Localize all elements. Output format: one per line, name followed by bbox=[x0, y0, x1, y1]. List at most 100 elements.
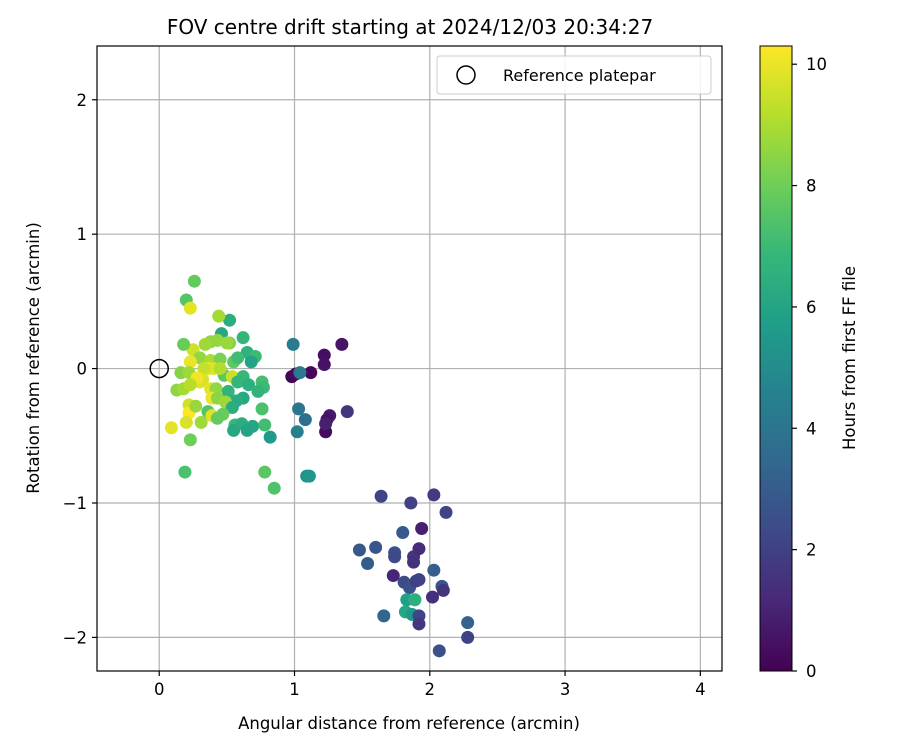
x-tick-label: 4 bbox=[695, 680, 706, 699]
data-point bbox=[242, 378, 256, 392]
legend-box bbox=[436, 55, 712, 95]
data-point bbox=[251, 384, 265, 398]
colorbar-tick-label: 4 bbox=[806, 419, 817, 438]
data-point bbox=[183, 378, 197, 392]
data-point bbox=[194, 415, 208, 429]
data-point bbox=[439, 505, 453, 519]
colorbar-label: Hours from first FF file bbox=[840, 266, 859, 450]
data-point bbox=[244, 355, 258, 369]
colorbar-gradient bbox=[759, 45, 793, 672]
data-point bbox=[319, 417, 333, 431]
data-point bbox=[388, 550, 402, 564]
data-point bbox=[293, 366, 307, 380]
data-point bbox=[404, 496, 418, 510]
x-ticks: 0 1 2 3 4 bbox=[154, 671, 706, 699]
data-point bbox=[267, 481, 281, 495]
y-tick-label: 2 bbox=[77, 91, 88, 110]
data-point bbox=[240, 423, 254, 437]
data-point bbox=[223, 313, 237, 327]
data-point bbox=[461, 630, 475, 644]
chart-title: FOV centre drift starting at 2024/12/03 … bbox=[167, 15, 653, 39]
grid-lines bbox=[97, 46, 722, 671]
data-point bbox=[436, 583, 450, 597]
y-tick-label: −2 bbox=[63, 628, 87, 647]
data-point bbox=[396, 526, 410, 540]
x-tick-label: 0 bbox=[154, 680, 165, 699]
data-point bbox=[210, 411, 224, 425]
data-point bbox=[213, 352, 227, 366]
legend-marker bbox=[456, 65, 476, 85]
colorbar-tick-label: 2 bbox=[806, 541, 817, 560]
data-point bbox=[377, 609, 391, 623]
data-point bbox=[225, 401, 239, 415]
data-point bbox=[183, 355, 197, 369]
colorbar-tick-label: 8 bbox=[806, 177, 817, 196]
data-point bbox=[164, 421, 178, 435]
data-point bbox=[461, 616, 475, 630]
data-point bbox=[227, 423, 241, 437]
data-point bbox=[386, 569, 400, 583]
data-point bbox=[412, 542, 426, 556]
legend: Reference platepar bbox=[436, 55, 712, 95]
data-point bbox=[427, 488, 441, 502]
data-point bbox=[286, 337, 300, 351]
data-point bbox=[292, 402, 306, 416]
y-tick-label: −1 bbox=[63, 494, 87, 513]
data-point bbox=[412, 617, 426, 631]
y-tick-label: 0 bbox=[77, 360, 88, 379]
data-point bbox=[258, 418, 272, 432]
data-point bbox=[187, 274, 201, 288]
data-point bbox=[212, 309, 226, 323]
data-point bbox=[335, 337, 349, 351]
x-axis-label: Angular distance from reference (arcmin) bbox=[238, 714, 580, 733]
data-point bbox=[178, 465, 192, 479]
legend-label: Reference platepar bbox=[503, 66, 656, 85]
data-point bbox=[304, 366, 318, 380]
data-point bbox=[302, 469, 316, 483]
data-point bbox=[369, 540, 383, 554]
data-point bbox=[425, 590, 439, 604]
data-point bbox=[213, 362, 227, 376]
data-point bbox=[179, 415, 193, 429]
data-point bbox=[408, 593, 422, 607]
data-point bbox=[290, 425, 304, 439]
colorbar-tick-label: 0 bbox=[806, 662, 817, 681]
y-ticks: −2 −1 0 1 2 bbox=[63, 91, 97, 647]
data-point bbox=[427, 563, 441, 577]
colorbar-tick-label: 10 bbox=[806, 55, 827, 74]
data-point bbox=[220, 336, 234, 350]
data-point bbox=[298, 413, 312, 427]
x-tick-label: 3 bbox=[560, 680, 571, 699]
data-point bbox=[231, 375, 245, 389]
data-point bbox=[263, 430, 277, 444]
data-point bbox=[183, 301, 197, 315]
data-point bbox=[255, 402, 269, 416]
x-tick-label: 2 bbox=[425, 680, 436, 699]
data-point bbox=[361, 556, 375, 570]
data-point bbox=[197, 362, 211, 376]
data-point bbox=[415, 522, 429, 536]
data-point bbox=[412, 573, 426, 587]
colorbar: 0 2 4 6 8 10 Hours from first FF file bbox=[759, 45, 859, 681]
data-point bbox=[189, 399, 203, 413]
data-point bbox=[198, 337, 212, 351]
data-point bbox=[183, 433, 197, 447]
data-point bbox=[340, 405, 354, 419]
colorbar-tick-label: 6 bbox=[806, 298, 817, 317]
data-point bbox=[407, 555, 421, 569]
reference-platepar-marker bbox=[149, 358, 169, 379]
colorbar-ticks: 0 2 4 6 8 10 bbox=[792, 55, 827, 681]
y-tick-label: 1 bbox=[77, 225, 88, 244]
data-point bbox=[317, 358, 331, 372]
y-axis-label: Rotation from reference (arcmin) bbox=[24, 222, 43, 494]
x-tick-label: 1 bbox=[289, 680, 300, 699]
data-points bbox=[164, 274, 475, 658]
data-point bbox=[221, 384, 235, 398]
data-point bbox=[177, 337, 191, 351]
data-point bbox=[231, 351, 245, 365]
data-point bbox=[258, 465, 272, 479]
data-point bbox=[374, 489, 388, 503]
data-point bbox=[317, 348, 331, 362]
plot-frame bbox=[96, 45, 723, 672]
